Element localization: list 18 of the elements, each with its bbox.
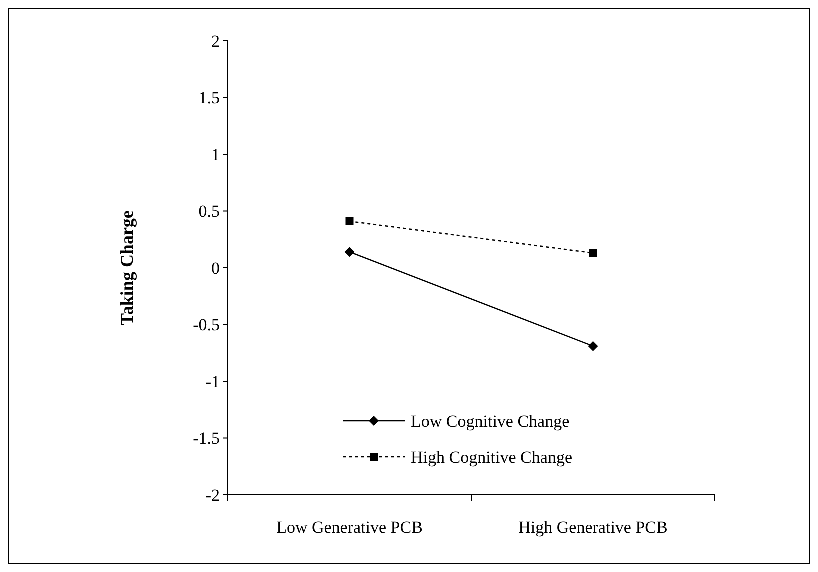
y-tick-label: -1.5	[193, 429, 220, 448]
y-tick-label: -0.5	[193, 316, 220, 335]
x-tick-label: Low Generative PCB	[276, 518, 423, 537]
y-tick-label: -2	[206, 486, 220, 505]
y-tick-label: -1	[206, 372, 220, 392]
legend-label: High Cognitive Change	[411, 448, 572, 467]
y-tick-label: 1	[212, 145, 220, 164]
x-tick-label: High Generative PCB	[518, 518, 668, 537]
legend-label: Low Cognitive Change	[411, 412, 570, 431]
y-tick-label: 1.5	[198, 88, 220, 108]
point	[588, 341, 598, 352]
point	[346, 217, 354, 226]
point	[589, 249, 598, 258]
point	[344, 247, 355, 258]
y-tick-label: 0.5	[198, 202, 220, 222]
y-tick-label: 0	[212, 258, 220, 278]
y-tick-label: 2	[212, 32, 220, 51]
y-axis-title: Taking Charge	[117, 210, 137, 326]
